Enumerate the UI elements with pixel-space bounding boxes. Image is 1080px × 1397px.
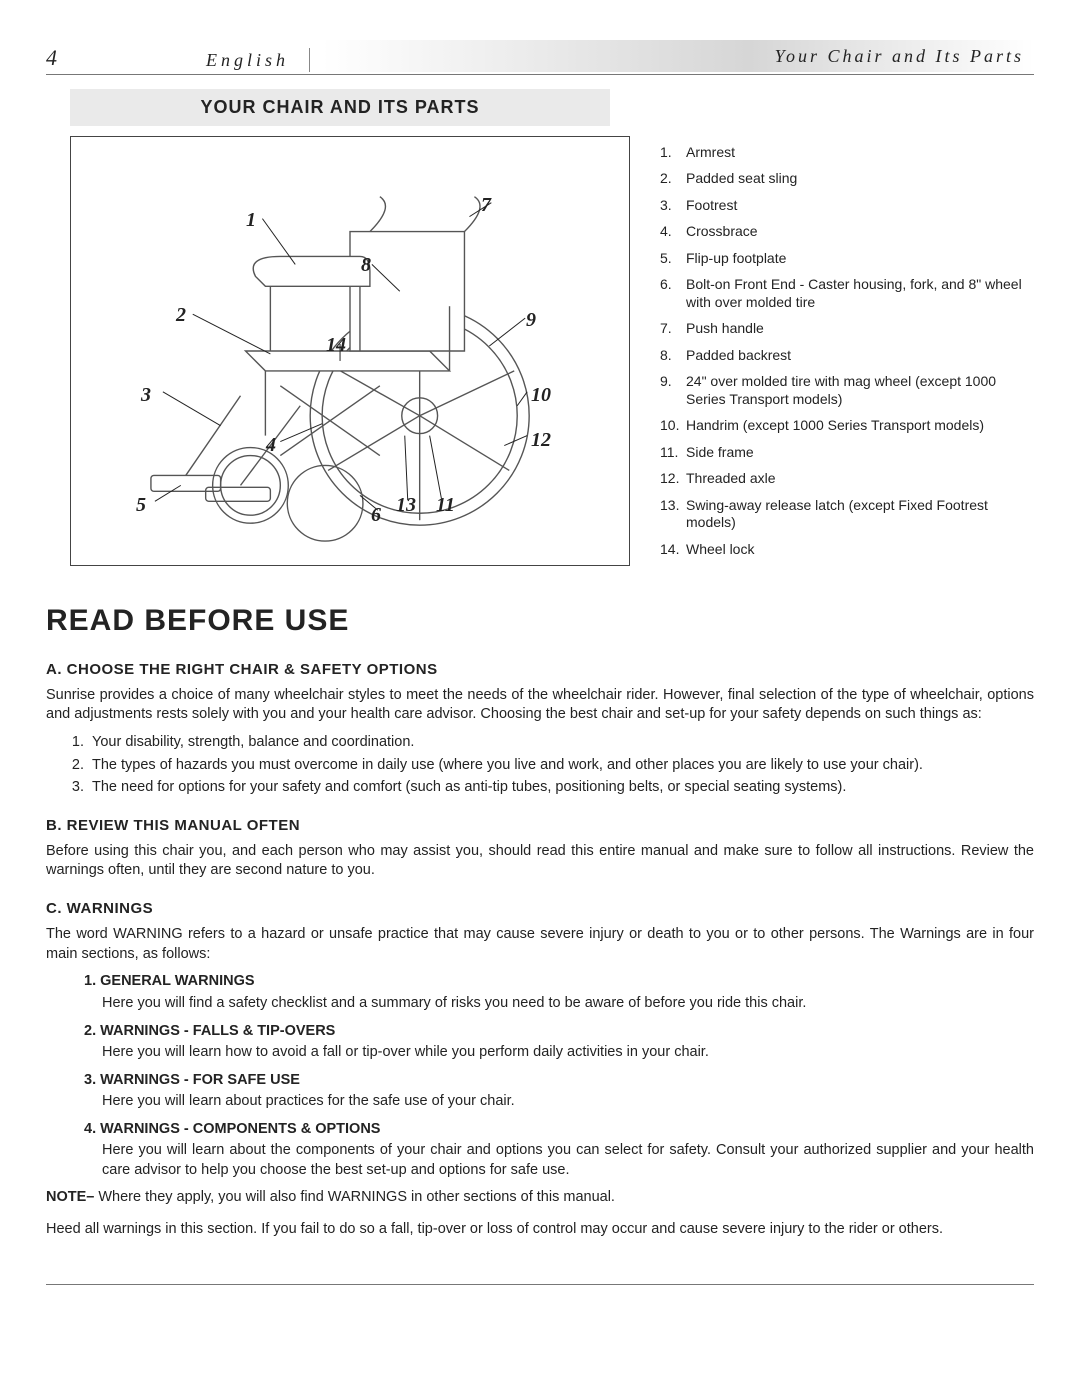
- section-a-heading: A. CHOOSE THE RIGHT CHAIR & SAFETY OPTIO…: [46, 660, 1034, 680]
- diagram-callout-4: 4: [266, 432, 276, 459]
- legend-item-text: Bolt-on Front End - Caster housing, fork…: [686, 276, 1034, 311]
- diagram-row: 1234567891011121314 1.Armrest2.Padded se…: [46, 136, 1034, 568]
- legend-item-text: Side frame: [686, 444, 754, 462]
- diagram-callout-3: 3: [141, 382, 151, 409]
- legend-item: 11.Side frame: [660, 444, 1034, 462]
- diagram-callout-9: 9: [526, 307, 536, 334]
- legend-item: 3.Footrest: [660, 197, 1034, 215]
- parts-legend: 1.Armrest2.Padded seat sling3.Footrest4.…: [660, 136, 1034, 568]
- page-number: 4: [46, 43, 206, 73]
- section-c-heading: C. WARNINGS: [46, 899, 1034, 919]
- warning-block-title: 1. GENERAL WARNINGS: [84, 972, 1034, 992]
- diagram-callout-8: 8: [361, 252, 371, 279]
- legend-item: 6.Bolt-on Front End - Caster housing, fo…: [660, 276, 1034, 311]
- legend-item-text: Padded seat sling: [686, 170, 797, 188]
- diagram-callout-5: 5: [136, 492, 146, 519]
- legend-item-number: 12.: [660, 470, 686, 488]
- legend-item-number: 10.: [660, 417, 686, 435]
- legend-item-text: Push handle: [686, 320, 764, 338]
- legend-item: 5.Flip-up footplate: [660, 250, 1034, 268]
- legend-item-number: 3.: [660, 197, 686, 215]
- diagram-callout-10: 10: [531, 382, 551, 409]
- section-c-body: The word WARNING refers to a hazard or u…: [46, 925, 1034, 964]
- legend-item-number: 14.: [660, 541, 686, 559]
- wheelchair-svg: [71, 137, 629, 565]
- footer-rule: [46, 1284, 1034, 1285]
- warning-blocks: 1. GENERAL WARNINGSHere you will find a …: [46, 972, 1034, 1180]
- section-a-body: Sunrise provides a choice of many wheelc…: [46, 686, 1034, 725]
- legend-item: 7.Push handle: [660, 320, 1034, 338]
- warning-block: 2. WARNINGS - FALLS & TIP-OVERSHere you …: [84, 1022, 1034, 1063]
- legend-item-text: 24" over molded tire with mag wheel (exc…: [686, 373, 1034, 408]
- section-a-list-item: The need for options for your safety and…: [88, 778, 1034, 798]
- section-b-body: Before using this chair you, and each pe…: [46, 842, 1034, 881]
- note-line: NOTE– Where they apply, you will also fi…: [46, 1188, 1034, 1208]
- legend-item-number: 4.: [660, 223, 686, 241]
- legend-item-number: 5.: [660, 250, 686, 268]
- header-right: Your Chair and Its Parts: [322, 40, 1034, 72]
- legend-item: 4.Crossbrace: [660, 223, 1034, 241]
- legend-item-text: Swing-away release latch (except Fixed F…: [686, 497, 1034, 532]
- warning-block-body: Here you will find a safety checklist an…: [102, 994, 1034, 1014]
- page-header: 4 English Your Chair and Its Parts: [46, 40, 1034, 75]
- legend-item-number: 8.: [660, 347, 686, 365]
- diagram-callout-7: 7: [481, 192, 491, 219]
- warning-block-title: 2. WARNINGS - FALLS & TIP-OVERS: [84, 1022, 1034, 1042]
- warning-block-body: Here you will learn about practices for …: [102, 1092, 1034, 1112]
- legend-item-text: Wheel lock: [686, 541, 754, 559]
- legend-item-number: 13.: [660, 497, 686, 532]
- section-a-list-item: Your disability, strength, balance and c…: [88, 733, 1034, 753]
- diagram-callout-1: 1: [246, 207, 256, 234]
- warning-block: 4. WARNINGS - COMPONENTS & OPTIONSHere y…: [84, 1120, 1034, 1181]
- legend-item-text: Footrest: [686, 197, 737, 215]
- warning-block-body: Here you will learn how to avoid a fall …: [102, 1043, 1034, 1063]
- legend-item-text: Flip-up footplate: [686, 250, 786, 268]
- legend-item-text: Padded backrest: [686, 347, 791, 365]
- legend-item-number: 6.: [660, 276, 686, 311]
- diagram-callout-12: 12: [531, 427, 551, 454]
- diagram-callout-2: 2: [176, 302, 186, 329]
- heed-warning: Heed all warnings in this section. If yo…: [46, 1220, 1034, 1240]
- section-a-list: Your disability, strength, balance and c…: [88, 733, 1034, 798]
- legend-item-number: 2.: [660, 170, 686, 188]
- legend-item-number: 1.: [660, 144, 686, 162]
- header-left: English: [206, 48, 310, 72]
- legend-item-text: Threaded axle: [686, 470, 776, 488]
- legend-item: 2.Padded seat sling: [660, 170, 1034, 188]
- diagram-callout-14: 14: [326, 332, 346, 359]
- warning-block: 1. GENERAL WARNINGSHere you will find a …: [84, 972, 1034, 1013]
- legend-item-text: Armrest: [686, 144, 735, 162]
- warning-block-title: 3. WARNINGS - FOR SAFE USE: [84, 1071, 1034, 1091]
- warning-block-title: 4. WARNINGS - COMPONENTS & OPTIONS: [84, 1120, 1034, 1140]
- wheelchair-diagram: 1234567891011121314: [70, 136, 630, 566]
- legend-item: 12.Threaded axle: [660, 470, 1034, 488]
- warning-block: 3. WARNINGS - FOR SAFE USEHere you will …: [84, 1071, 1034, 1112]
- legend-item-number: 7.: [660, 320, 686, 338]
- section-heading: YOUR CHAIR AND ITS PARTS: [70, 89, 610, 125]
- read-before-use-heading: READ BEFORE USE: [46, 601, 1034, 642]
- legend-item: 13.Swing-away release latch (except Fixe…: [660, 497, 1034, 532]
- diagram-callout-6: 6: [371, 502, 381, 529]
- legend-item-text: Crossbrace: [686, 223, 758, 241]
- legend-item: 10.Handrim (except 1000 Series Transport…: [660, 417, 1034, 435]
- section-a-list-item: The types of hazards you must overcome i…: [88, 756, 1034, 776]
- legend-item: 9.24" over molded tire with mag wheel (e…: [660, 373, 1034, 408]
- legend-item-number: 9.: [660, 373, 686, 408]
- diagram-callout-13: 13: [396, 492, 416, 519]
- legend-item: 14.Wheel lock: [660, 541, 1034, 559]
- legend-item-number: 11.: [660, 444, 686, 462]
- note-label: NOTE–: [46, 1189, 94, 1205]
- legend-item: 8.Padded backrest: [660, 347, 1034, 365]
- section-b-heading: B. REVIEW THIS MANUAL OFTEN: [46, 816, 1034, 836]
- diagram-callout-11: 11: [436, 492, 455, 519]
- warning-block-body: Here you will learn about the components…: [102, 1141, 1034, 1180]
- note-body: Where they apply, you will also find WAR…: [94, 1189, 615, 1205]
- legend-item: 1.Armrest: [660, 144, 1034, 162]
- legend-item-text: Handrim (except 1000 Series Transport mo…: [686, 417, 984, 435]
